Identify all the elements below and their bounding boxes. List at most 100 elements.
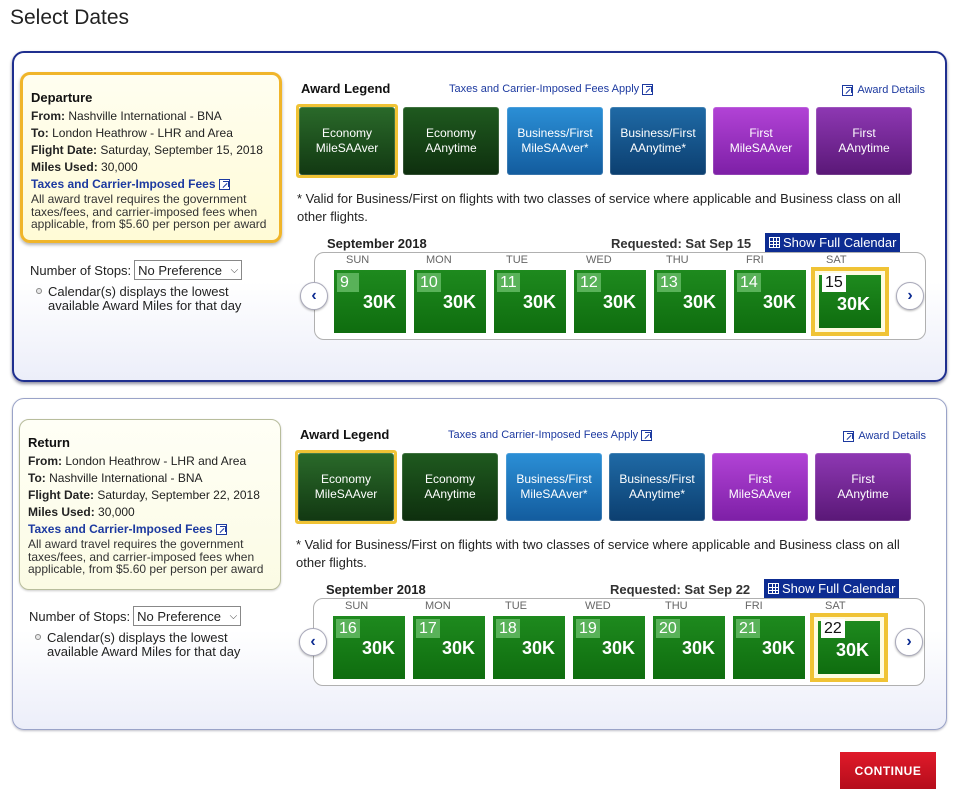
return-prev-week-button[interactable]: ‹ [299, 628, 327, 656]
award-details-link[interactable]: Award Details [842, 84, 925, 96]
dow-label: TUE [506, 254, 528, 266]
external-link-icon [842, 84, 854, 96]
calendar-icon [768, 583, 779, 594]
award-legend: Economy MileSAAver Economy AAnytime Busine… [295, 450, 911, 524]
external-link-icon [642, 83, 654, 95]
departure-stops-select[interactable]: No Preference ⌵ [134, 260, 243, 280]
departure-calendar-note: Calendar(s) displays the lowest availabl… [36, 285, 266, 313]
legend-business-milesaaver[interactable]: Business/First MileSAAver* [507, 107, 603, 175]
continue-button[interactable]: CONTINUE [840, 752, 936, 789]
departure-day-tile[interactable]: 12 30K [574, 270, 646, 333]
return-to: To: Nashville International - BNA [28, 471, 203, 485]
return-day-tile[interactable]: 16 30K [333, 616, 405, 679]
departure-next-week-button[interactable]: › [896, 282, 924, 310]
dow-label: WED [586, 254, 612, 266]
return-month: September 2018 [326, 582, 426, 597]
departure-day-tile[interactable]: 10 30K [414, 270, 486, 333]
legend-economy-milesaaver[interactable]: Economy MileSAAver [298, 453, 394, 521]
dow-label: MON [425, 600, 451, 612]
return-show-full-calendar[interactable]: Show Full Calendar [764, 579, 899, 598]
legend-business-aanytime[interactable]: Business/First AAnytime* [610, 107, 706, 175]
return-day-tile[interactable]: 19 30K [573, 616, 645, 679]
departure-prev-week-button[interactable]: ‹ [300, 282, 328, 310]
return-fees-link[interactable]: Taxes and Carrier-Imposed Fees [28, 521, 227, 538]
return-day-tile[interactable]: 20 30K [653, 616, 725, 679]
external-link-icon [215, 524, 227, 535]
return-stops: Number of Stops: No Preference ⌵ [29, 606, 242, 626]
departure-heading: Departure [31, 90, 93, 105]
dow-label: SUN [346, 254, 370, 266]
legend-first-milesaaver[interactable]: First MileSAAver [713, 107, 809, 175]
legend-title: Award Legend [300, 427, 390, 442]
return-day-tile[interactable]: 18 30K [493, 616, 565, 679]
legend-business-milesaaver[interactable]: Business/First MileSAAver* [506, 453, 602, 521]
calendar-icon [769, 237, 780, 248]
external-link-icon [218, 179, 230, 190]
departure-stops: Number of Stops: No Preference ⌵ [30, 260, 243, 280]
dow-label: FRI [745, 600, 763, 612]
return-calendar-note: Calendar(s) displays the lowest availabl… [35, 631, 265, 659]
fees-apply-link[interactable]: Taxes and Carrier-Imposed Fees Apply [448, 429, 653, 441]
return-flight-date: Flight Date: Saturday, September 22, 201… [28, 488, 260, 502]
dow-label: THU [665, 600, 688, 612]
return-day-tile[interactable]: 21 30K [733, 616, 805, 679]
stops-label: Number of Stops: [29, 608, 131, 624]
dow-label: TUE [505, 600, 527, 612]
chevron-right-icon: › [906, 633, 912, 650]
stops-label: Number of Stops: [30, 262, 132, 278]
legend-economy-milesaaver[interactable]: Economy MileSAAver [299, 107, 395, 175]
bullet-icon [35, 634, 41, 640]
dow-label: THU [666, 254, 689, 266]
chevron-right-icon: › [907, 287, 913, 304]
return-panel: Return From: London Heathrow - LHR and A… [12, 398, 947, 730]
chevron-down-icon: ⌵ [230, 264, 239, 276]
external-link-icon [641, 429, 653, 441]
legend-selected-frame [295, 450, 397, 524]
departure-day-tile[interactable]: 14 30K [734, 270, 806, 333]
return-miles-used: Miles Used: 30,000 [28, 505, 135, 519]
legend-economy-aanytime[interactable]: Economy AAnytime [403, 107, 499, 175]
valid-note: * Valid for Business/First on flights wi… [297, 191, 901, 224]
departure-day-tile[interactable]: 9 30K [334, 270, 406, 333]
legend-first-aanytime[interactable]: First AAnytime [816, 107, 912, 175]
award-details-link[interactable]: Award Details [843, 430, 926, 442]
legend-selected-frame [296, 104, 398, 178]
dow-label: WED [585, 600, 611, 612]
legend-economy-aanytime[interactable]: Economy AAnytime [402, 453, 498, 521]
departure-from: From: Nashville International - BNA [31, 109, 222, 123]
departure-fees-link[interactable]: Taxes and Carrier-Imposed Fees [31, 176, 230, 193]
departure-to: To: London Heathrow - LHR and Area [31, 126, 233, 140]
departure-day-tile[interactable]: 13 30K [654, 270, 726, 333]
return-fees-note: All award travel requires the government… [28, 537, 264, 576]
bullet-icon [36, 288, 42, 294]
departure-show-full-calendar[interactable]: Show Full Calendar [765, 233, 900, 252]
dow-label: FRI [746, 254, 764, 266]
dow-label: SAT [825, 600, 846, 612]
legend-first-milesaaver[interactable]: First MileSAAver [712, 453, 808, 521]
return-stops-select[interactable]: No Preference ⌵ [133, 606, 242, 626]
external-link-icon [843, 430, 855, 442]
return-info-box: Return From: London Heathrow - LHR and A… [19, 419, 281, 590]
chevron-down-icon: ⌵ [229, 610, 238, 622]
page-title: Select Dates [10, 6, 130, 29]
chevron-left-icon: ‹ [311, 287, 317, 304]
departure-miles-used: Miles Used: 30,000 [31, 160, 138, 174]
chevron-left-icon: ‹ [310, 633, 316, 650]
legend-business-aanytime[interactable]: Business/First AAnytime* [609, 453, 705, 521]
legend-title: Award Legend [301, 81, 391, 96]
return-from: From: London Heathrow - LHR and Area [28, 454, 247, 468]
departure-day-tile[interactable]: 11 30K [494, 270, 566, 333]
departure-panel: Departure From: Nashville International … [12, 51, 947, 382]
legend-first-aanytime[interactable]: First AAnytime [815, 453, 911, 521]
fees-apply-link[interactable]: Taxes and Carrier-Imposed Fees Apply [449, 83, 654, 95]
dow-label: SUN [345, 600, 369, 612]
award-legend: Economy MileSAAver Economy AAnytime Busine… [296, 104, 912, 178]
return-day-tile-selected[interactable]: 22 30K [818, 619, 880, 674]
departure-day-tile-selected[interactable]: 15 30K [819, 273, 881, 328]
valid-note: * Valid for Business/First on flights wi… [296, 537, 900, 570]
departure-requested: Requested: Sat Sep 15 [611, 236, 752, 251]
return-day-tile[interactable]: 17 30K [413, 616, 485, 679]
return-next-week-button[interactable]: › [895, 628, 923, 656]
return-heading: Return [28, 435, 70, 450]
dow-label: MON [426, 254, 452, 266]
